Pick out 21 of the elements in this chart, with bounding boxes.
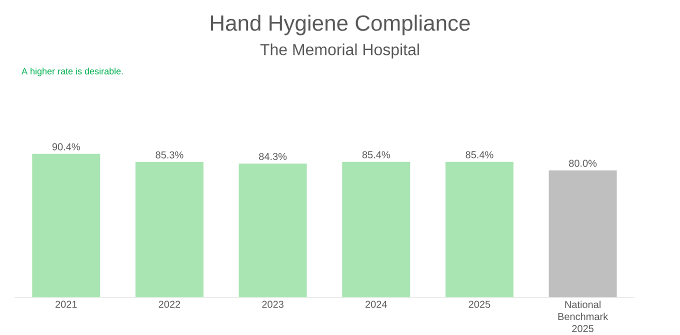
data-label: 90.4% bbox=[52, 143, 80, 150]
text: A higher rate is desirable. bbox=[22, 68, 123, 76]
bar bbox=[548, 170, 617, 298]
chart-subtitle: The Memorial Hospital bbox=[260, 43, 419, 58]
bar bbox=[445, 162, 514, 298]
bar bbox=[342, 162, 410, 298]
data-label: 84.3% bbox=[259, 152, 287, 160]
chart-title: Hand Hygiene Compliance bbox=[210, 14, 470, 36]
x-tick-label: National Benchmark 2025 bbox=[558, 300, 608, 332]
bar bbox=[32, 154, 100, 298]
data-label: 80.0% bbox=[569, 160, 597, 167]
bar bbox=[238, 163, 307, 298]
x-tick-label: 2022 bbox=[158, 300, 180, 308]
data-label: 85.4% bbox=[466, 150, 494, 158]
x-tick-label: 2021 bbox=[56, 300, 77, 308]
x-tick-label: 2024 bbox=[366, 300, 387, 308]
bar bbox=[135, 162, 204, 298]
x-tick-label: 2023 bbox=[262, 300, 284, 308]
data-label: 85.3% bbox=[156, 151, 184, 158]
data-label: 85.4% bbox=[362, 150, 390, 158]
x-tick-label: 2025 bbox=[468, 300, 490, 308]
